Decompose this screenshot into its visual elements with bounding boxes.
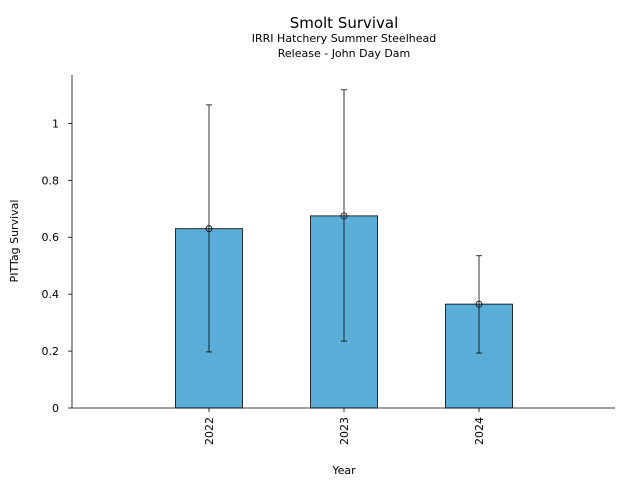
chart-title: Smolt Survival bbox=[290, 14, 399, 32]
y-axis-label: PITTag Survival bbox=[8, 200, 21, 283]
chart-subtitle-line-2: Release - John Day Dam bbox=[278, 47, 411, 60]
y-tick-label-0: 0 bbox=[52, 402, 59, 415]
chart-subtitle-line-1: IRRI Hatchery Summer Steelhead bbox=[252, 32, 436, 45]
point-marker-2023 bbox=[340, 212, 348, 220]
x-axis-label: Year bbox=[331, 464, 356, 477]
plot-area: 0 0.2 0.4 0.6 0.8 1 2022 2023 2024 bbox=[42, 75, 615, 445]
x-tick-label-2023: 2023 bbox=[338, 417, 351, 445]
point-marker-2022 bbox=[205, 225, 213, 233]
y-tick-label-4: 0.8 bbox=[42, 174, 60, 187]
point-marker-2024 bbox=[475, 300, 483, 308]
y-tick-label-5: 1 bbox=[52, 117, 59, 130]
y-tick-label-2: 0.4 bbox=[42, 288, 60, 301]
x-tick-label-2022: 2022 bbox=[203, 417, 216, 445]
y-tick-label-1: 0.2 bbox=[42, 345, 60, 358]
y-tick-label-3: 0.6 bbox=[42, 231, 60, 244]
x-tick-label-2024: 2024 bbox=[473, 417, 486, 445]
